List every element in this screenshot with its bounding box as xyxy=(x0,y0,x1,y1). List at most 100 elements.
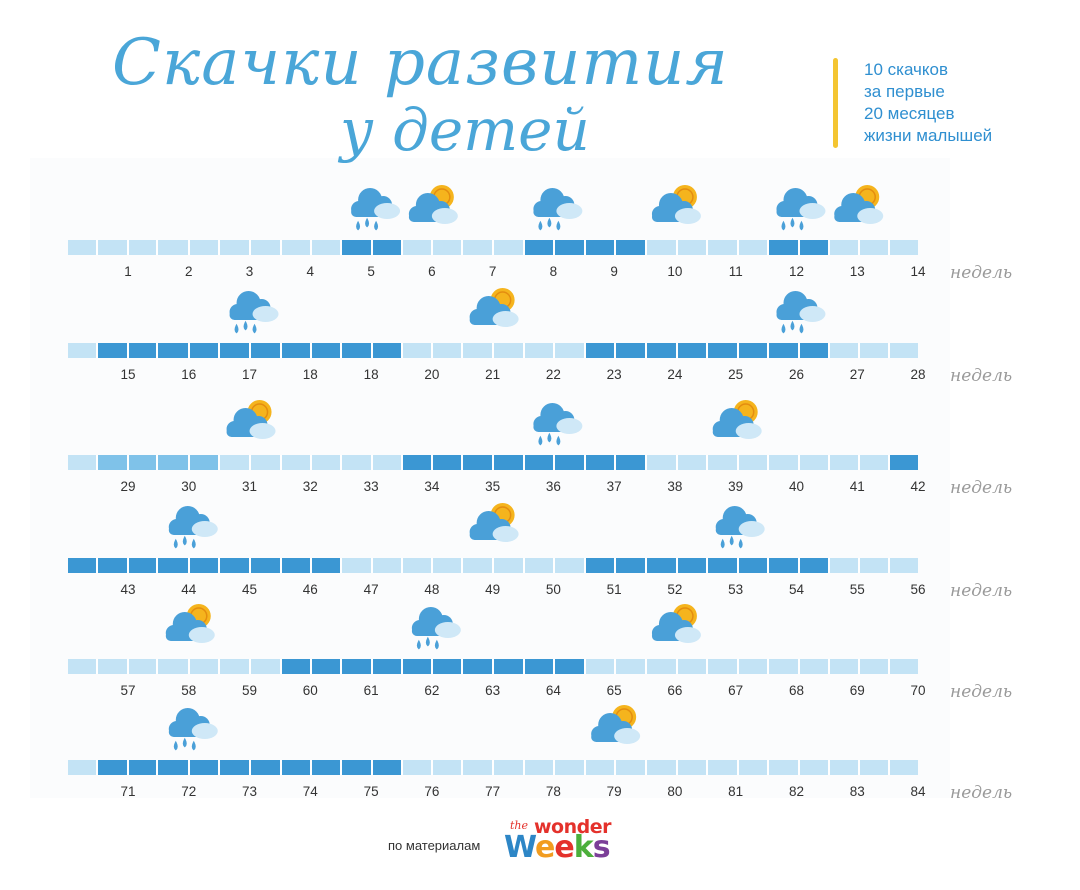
segment-divider xyxy=(676,343,678,358)
cloud-front xyxy=(191,723,218,739)
tick-label: 33 xyxy=(364,479,379,494)
logo-letter: W xyxy=(504,830,536,865)
segment-divider xyxy=(310,240,312,255)
segment-divider xyxy=(706,455,708,470)
rain-cloud-icon xyxy=(168,708,218,751)
rain-cloud-icon xyxy=(715,506,765,549)
segment-divider xyxy=(461,455,463,470)
tick-label: 56 xyxy=(910,582,925,597)
cloud-front xyxy=(431,208,458,224)
tick-label: 21 xyxy=(485,367,500,382)
side-caption-line: жизни малышей xyxy=(864,126,993,145)
cloud-front xyxy=(674,627,701,643)
segment-divider xyxy=(706,659,708,674)
segment-divider xyxy=(798,760,800,775)
tick-label: 69 xyxy=(850,683,865,698)
tick-label: 18 xyxy=(303,367,318,382)
segment-divider xyxy=(888,558,890,573)
segment-divider xyxy=(492,343,494,358)
source-label: по материалам xyxy=(388,838,481,853)
segment-divider xyxy=(340,558,342,573)
timeline-segment xyxy=(889,455,918,470)
timeline-segment xyxy=(889,240,918,255)
segment-divider xyxy=(371,240,373,255)
cloud-front xyxy=(738,521,765,537)
segment-divider xyxy=(553,455,555,470)
segment-divider xyxy=(828,343,830,358)
segment-divider xyxy=(523,659,525,674)
tick-label: 76 xyxy=(424,784,439,799)
raindrop xyxy=(556,435,561,446)
tick-label: 60 xyxy=(303,683,318,698)
rain-cloud-icon xyxy=(776,188,826,231)
raindrop xyxy=(191,538,196,549)
tick-label: 82 xyxy=(789,784,804,799)
segment-divider xyxy=(401,659,403,674)
segment-divider xyxy=(553,760,555,775)
raindrop xyxy=(538,435,543,446)
sun-cloud-icon xyxy=(834,185,884,224)
cloud-front xyxy=(188,627,215,643)
segment-divider xyxy=(584,558,586,573)
segment-divider xyxy=(188,343,190,358)
segment-divider xyxy=(96,240,98,255)
segment-divider xyxy=(614,240,616,255)
segment-divider xyxy=(280,240,282,255)
tick-label: 80 xyxy=(667,784,682,799)
segment-divider xyxy=(340,240,342,255)
segment-divider xyxy=(737,343,739,358)
raindrop xyxy=(781,323,786,334)
segment-divider xyxy=(218,760,220,775)
tick-label: 45 xyxy=(242,582,257,597)
raindrop xyxy=(556,220,561,231)
tick-label: 75 xyxy=(364,784,379,799)
segment-divider xyxy=(371,760,373,775)
cloud-front xyxy=(674,208,701,224)
segment-divider xyxy=(888,343,890,358)
raindrop xyxy=(356,220,361,231)
segment-divider xyxy=(737,760,739,775)
raindrop xyxy=(365,217,370,228)
segment-divider xyxy=(645,659,647,674)
segment-divider xyxy=(676,760,678,775)
segment-divider xyxy=(218,240,220,255)
segment-divider xyxy=(249,455,251,470)
tick-label: 67 xyxy=(728,683,743,698)
segment-divider xyxy=(461,659,463,674)
tick-label: 29 xyxy=(120,479,135,494)
segment-divider xyxy=(858,760,860,775)
segment-divider xyxy=(706,240,708,255)
tick-label: 57 xyxy=(120,683,135,698)
raindrop xyxy=(243,320,248,331)
segment-divider xyxy=(676,240,678,255)
segment-divider xyxy=(888,760,890,775)
unit-label: недель xyxy=(950,478,1012,498)
segment-divider xyxy=(249,558,251,573)
raindrop xyxy=(781,220,786,231)
segment-divider xyxy=(645,240,647,255)
tick-label: 84 xyxy=(910,784,926,799)
cloud-front xyxy=(556,203,583,219)
raindrop xyxy=(547,217,552,228)
chart-panel xyxy=(30,158,950,798)
logo-letter: s xyxy=(592,830,611,865)
segment-divider xyxy=(127,659,129,674)
segment-divider xyxy=(310,343,312,358)
raindrop xyxy=(182,737,187,748)
raindrop xyxy=(434,639,439,650)
segment-divider xyxy=(249,240,251,255)
segment-divider xyxy=(645,760,647,775)
logo-the: the xyxy=(510,819,529,832)
segment-divider xyxy=(614,455,616,470)
segment-divider xyxy=(249,760,251,775)
segment-divider xyxy=(310,558,312,573)
tick-label: 42 xyxy=(910,479,925,494)
rain-cloud-icon xyxy=(168,506,218,549)
tick-label: 54 xyxy=(789,582,805,597)
tick-label: 23 xyxy=(607,367,622,382)
unit-label: недель xyxy=(950,682,1012,702)
cloud-front xyxy=(249,423,276,439)
rain-cloud-icon xyxy=(351,188,401,231)
segment-divider xyxy=(645,343,647,358)
segment-divider xyxy=(614,659,616,674)
